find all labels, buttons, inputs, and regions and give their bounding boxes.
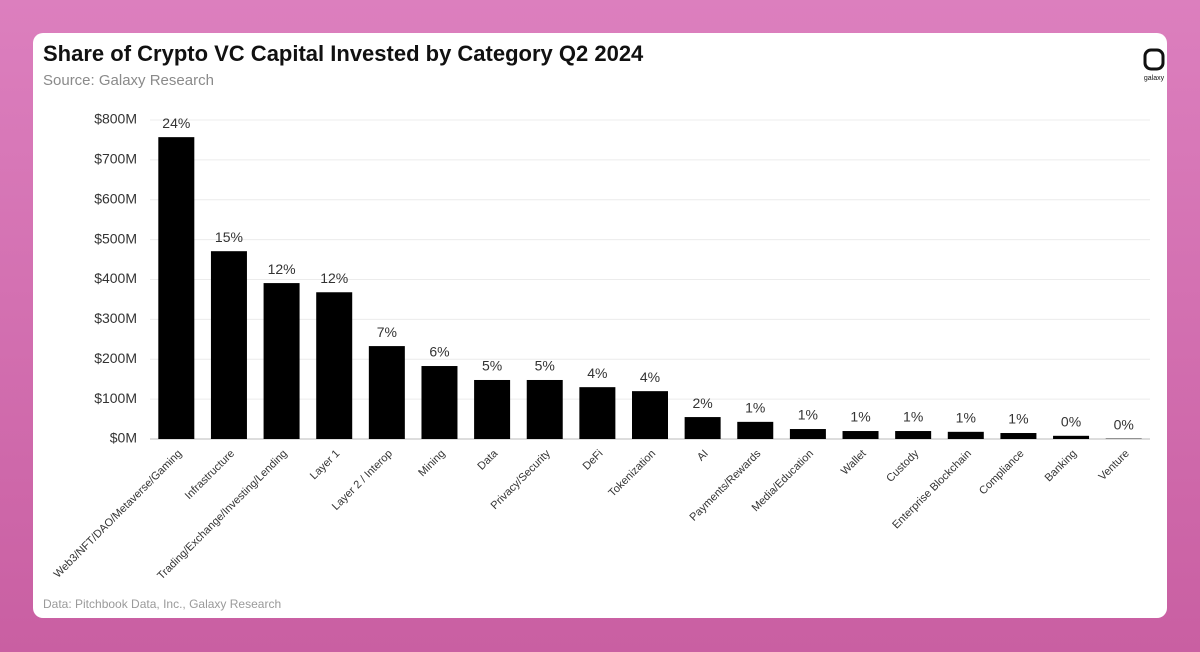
y-tick-label: $300M — [94, 310, 137, 326]
data-label: 5% — [482, 358, 502, 374]
bar — [210, 251, 247, 439]
bar — [1000, 433, 1037, 439]
data-label: 1% — [903, 409, 923, 425]
bar — [474, 379, 511, 439]
bar — [947, 431, 984, 439]
data-label: 0% — [1061, 414, 1081, 430]
chart-subtitle: Source: Galaxy Research — [43, 72, 214, 89]
data-label: 1% — [745, 400, 765, 416]
data-label: 1% — [798, 407, 818, 423]
card — [33, 33, 1167, 618]
data-label: 7% — [377, 324, 397, 340]
data-label: 15% — [215, 229, 243, 245]
bar — [684, 417, 721, 439]
chart-title: Share of Crypto VC Capital Invested by C… — [43, 41, 644, 66]
data-label: 5% — [535, 358, 555, 374]
bar — [789, 429, 826, 439]
data-label: 2% — [693, 395, 713, 411]
bar — [842, 431, 879, 439]
data-label: 12% — [268, 261, 296, 277]
bar — [1053, 435, 1090, 439]
data-label: 1% — [1008, 411, 1028, 427]
data-label: 24% — [162, 115, 190, 131]
bar — [632, 391, 668, 439]
data-label: 6% — [429, 344, 449, 360]
bar — [421, 366, 458, 439]
bar — [158, 137, 195, 440]
y-tick-label: $500M — [94, 230, 137, 246]
data-label: 1% — [850, 409, 870, 425]
data-label: 12% — [320, 270, 348, 286]
y-tick-label: $200M — [94, 350, 137, 366]
bar — [737, 421, 774, 439]
logo-icon — [1143, 48, 1165, 71]
data-label: 0% — [1114, 416, 1134, 432]
y-tick-label: $400M — [94, 270, 137, 286]
y-tick-label: $800M — [94, 111, 137, 127]
y-tick-label: $600M — [94, 190, 137, 206]
bar — [316, 292, 353, 439]
bar — [368, 346, 405, 439]
bar — [526, 379, 563, 439]
bar — [263, 283, 300, 439]
data-label: 1% — [956, 410, 976, 426]
y-tick-label: $100M — [94, 390, 137, 406]
footnote: Data: Pitchbook Data, Inc., Galaxy Resea… — [43, 597, 281, 611]
logo-text: galaxy — [1144, 75, 1165, 82]
bar — [579, 387, 616, 439]
data-label: 4% — [640, 369, 660, 385]
bar — [895, 431, 932, 439]
y-tick-label: $0M — [110, 430, 137, 446]
y-tick-label: $700M — [94, 151, 137, 167]
data-label: 4% — [587, 365, 607, 381]
